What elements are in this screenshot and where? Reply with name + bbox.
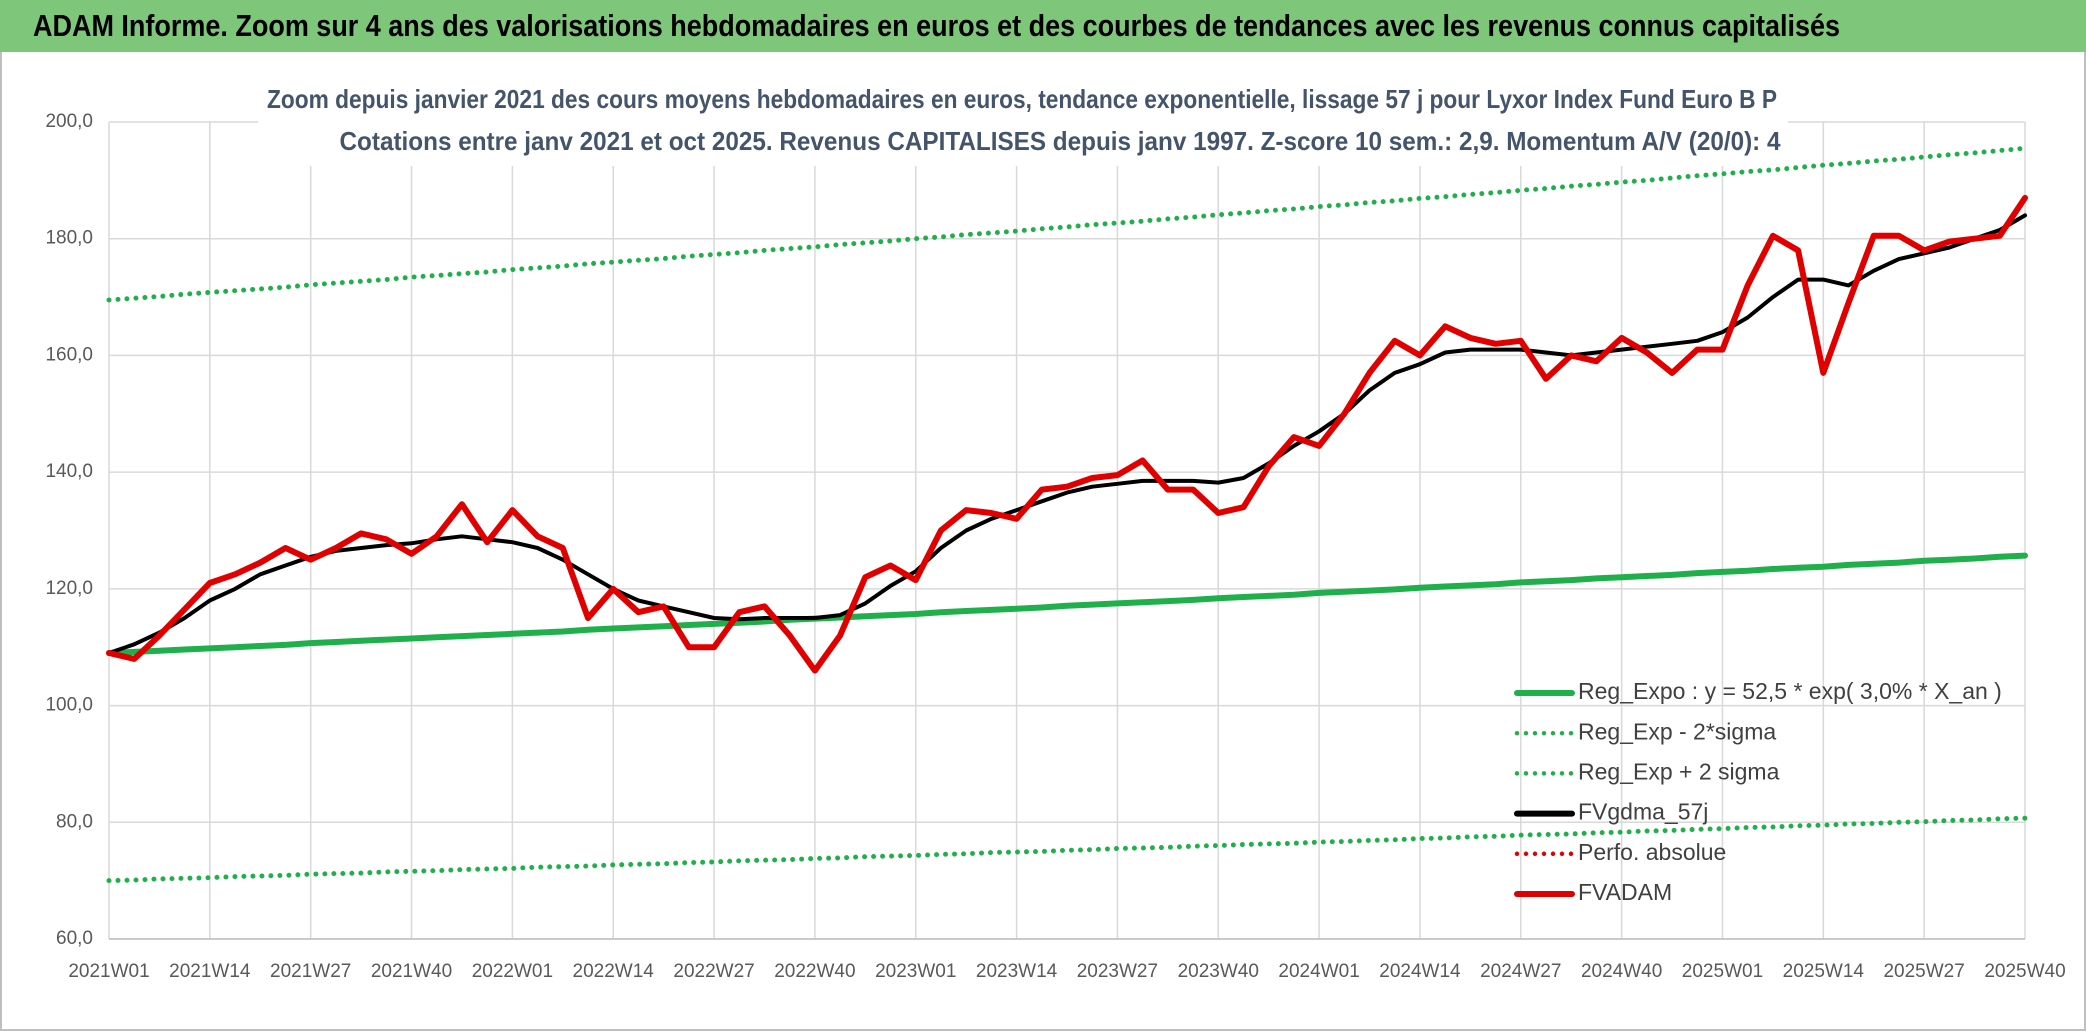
x-tick-label: 2023W01 (875, 961, 956, 982)
legend-label: Reg_Exp - 2*sigma (1578, 718, 1776, 744)
y-tick-label: 120,0 (45, 578, 93, 599)
x-tick-label: 2022W40 (774, 961, 855, 982)
header-title: ADAM Informe. Zoom sur 4 ans des valoris… (33, 8, 1840, 43)
x-tick-label: 2022W01 (472, 961, 553, 982)
x-tick-label: 2023W40 (1178, 961, 1259, 982)
plot: 60,0 80,0 100,0 120,0 140,0 160,0 180,0 200,0 20… (45, 111, 2065, 982)
subtitle-box (258, 78, 1788, 166)
x-tick-label: 2025W40 (1984, 961, 2065, 982)
x-tick-label: 2024W40 (1581, 961, 1662, 982)
series-line (106, 552, 2028, 656)
x-tick-label: 2021W27 (270, 961, 351, 982)
x-tick-label: 2022W14 (573, 961, 655, 982)
y-tick-label: 200,0 (45, 111, 93, 132)
x-tick-label: 2025W27 (1883, 961, 1964, 982)
x-tick-label: 2021W01 (68, 961, 149, 982)
y-tick-label: 80,0 (56, 811, 93, 832)
y-tick-label: 100,0 (45, 695, 93, 716)
x-tick-label: 2025W01 (1682, 961, 1763, 982)
x-tick-label: 2024W01 (1278, 961, 1359, 982)
legend-label: FVgdma_57j (1578, 799, 1708, 825)
x-tick-label: 2024W27 (1480, 961, 1561, 982)
subtitle: Cotations entre janv 2021 et oct 2025. R… (340, 126, 1781, 156)
x-tick-label: 2022W27 (673, 961, 754, 982)
x-tick-label: 2024W14 (1379, 961, 1461, 982)
y-tick-label: 180,0 (45, 228, 93, 249)
header-bar (0, 0, 2086, 52)
y-tick-label: 60,0 (56, 928, 93, 949)
series-line (106, 145, 2028, 303)
legend-label: Perfo. absolue (1578, 839, 1726, 865)
legend-label: FVADAM (1578, 879, 1672, 905)
y-tick-label: 140,0 (45, 461, 93, 482)
subtitle: Zoom depuis janvier 2021 des cours moyen… (267, 84, 1777, 114)
x-tick-label: 2021W14 (169, 961, 251, 982)
x-tick-label: 2023W27 (1077, 961, 1158, 982)
series-line (106, 194, 2028, 674)
x-tick-label: 2021W40 (371, 961, 452, 982)
legend-label: Reg_Expo : y = 52,5 * exp( 3,0% * X_an ) (1578, 678, 2002, 704)
x-tick-label: 2025W14 (1783, 961, 1865, 982)
y-tick-label: 160,0 (45, 344, 93, 365)
x-tick-label: 2023W14 (976, 961, 1058, 982)
legend-label: Reg_Exp + 2 sigma (1578, 758, 1780, 784)
